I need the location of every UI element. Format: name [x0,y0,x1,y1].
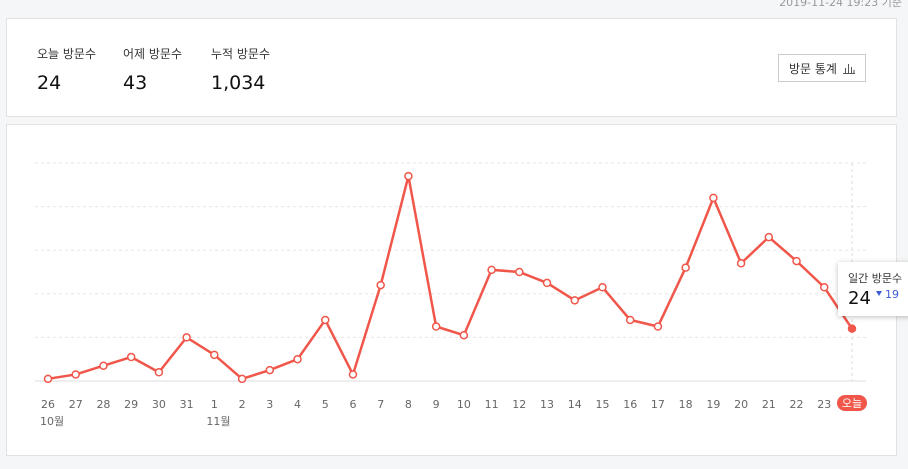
point [320,315,330,325]
point [348,370,358,379]
point [515,267,524,277]
point [681,263,690,272]
x-tick-label: 17 [651,398,665,411]
today-badge [837,395,867,411]
x-tick-label: 21 [762,398,776,411]
point [237,374,247,384]
x-tick-label: 8 [405,398,412,411]
point [43,374,53,384]
point [542,278,552,288]
stat: 누적 방문수 1,034 [211,45,270,94]
x-tick-label: 31 [180,398,194,411]
point [847,324,857,333]
tooltip: 일간 방문수 24 19 [838,262,908,316]
month-label: 10월 [40,415,64,428]
x-tick-label: 28 [96,398,110,411]
x-tick-label: 5 [322,398,329,411]
x-tick-label: 15 [595,398,609,411]
tooltip-title: 일간 방문수 [848,272,903,285]
point [376,280,385,290]
x-tick-label: 6 [349,398,356,411]
point [570,296,580,305]
line [47,175,854,381]
point [126,352,136,362]
point [404,171,413,181]
point [71,370,80,379]
stats-button[interactable]: 방문 통계 [778,54,866,82]
x-tick-label: 12 [512,398,526,411]
x-tick-label: 3 [266,398,273,411]
tooltip-change: 19 [885,288,899,301]
x-tick-label: 26 [41,398,55,411]
point [265,365,275,375]
stat-value: 24 [37,72,62,94]
x-tick-label: 19 [706,398,720,411]
x-tick-label: 2 [239,398,246,411]
point [210,350,219,360]
x-tick-label: 23 [817,398,831,411]
x-tick-label: 30 [152,398,166,411]
x-tick-label: 9 [433,398,440,411]
x-tick-label: 4 [294,398,301,411]
x-tick-label: 1 [211,398,218,411]
button-label: 방문 통계 [789,61,837,76]
stat-value: 43 [123,72,148,94]
x-tick-label: 18 [679,398,693,411]
point [431,322,441,331]
point [764,232,774,242]
point [598,283,607,292]
point [736,259,746,268]
x-tick-label: 16 [623,398,637,411]
point [625,315,635,325]
point [459,330,469,340]
point [653,322,663,331]
point [99,361,108,370]
x-tick-label: 13 [540,398,554,411]
x-tick-label: 7 [377,398,384,411]
x-tick-label: 11 [485,398,499,411]
x-tick-label: 29 [124,398,138,411]
stat-label: 누적 방문수 [211,47,271,61]
x-tick-label: 오늘 [842,397,862,410]
month-label: 11월 [206,415,230,428]
stat: 오늘 방문수 24 [37,45,96,94]
tooltip-value: 24 [848,288,871,309]
point [293,354,302,364]
point [182,333,191,342]
stat: 어제 방문수 43 [123,45,182,94]
x-tick-label: 14 [568,398,582,411]
x-tick-label: 10 [457,398,471,411]
x-tick-label: 27 [69,398,83,411]
summary-panel: 오늘 방문수 24 어제 방문수 43 누적 방문수 1,034 방문 통계 [6,18,897,117]
point [820,283,829,292]
stat-label: 오늘 방문수 [37,47,97,61]
point [487,265,496,275]
point [709,193,718,203]
chart-icon [842,63,855,74]
down-arrow [876,291,882,296]
point [154,368,164,377]
x-tick-label: 20 [734,398,748,411]
timestamp: 2019-11-24 19:23 기준 [779,0,902,9]
point [792,256,801,266]
x-tick-label: 22 [790,398,804,411]
stat-label: 어제 방문수 [123,47,183,61]
stat-value: 1,034 [211,72,266,94]
